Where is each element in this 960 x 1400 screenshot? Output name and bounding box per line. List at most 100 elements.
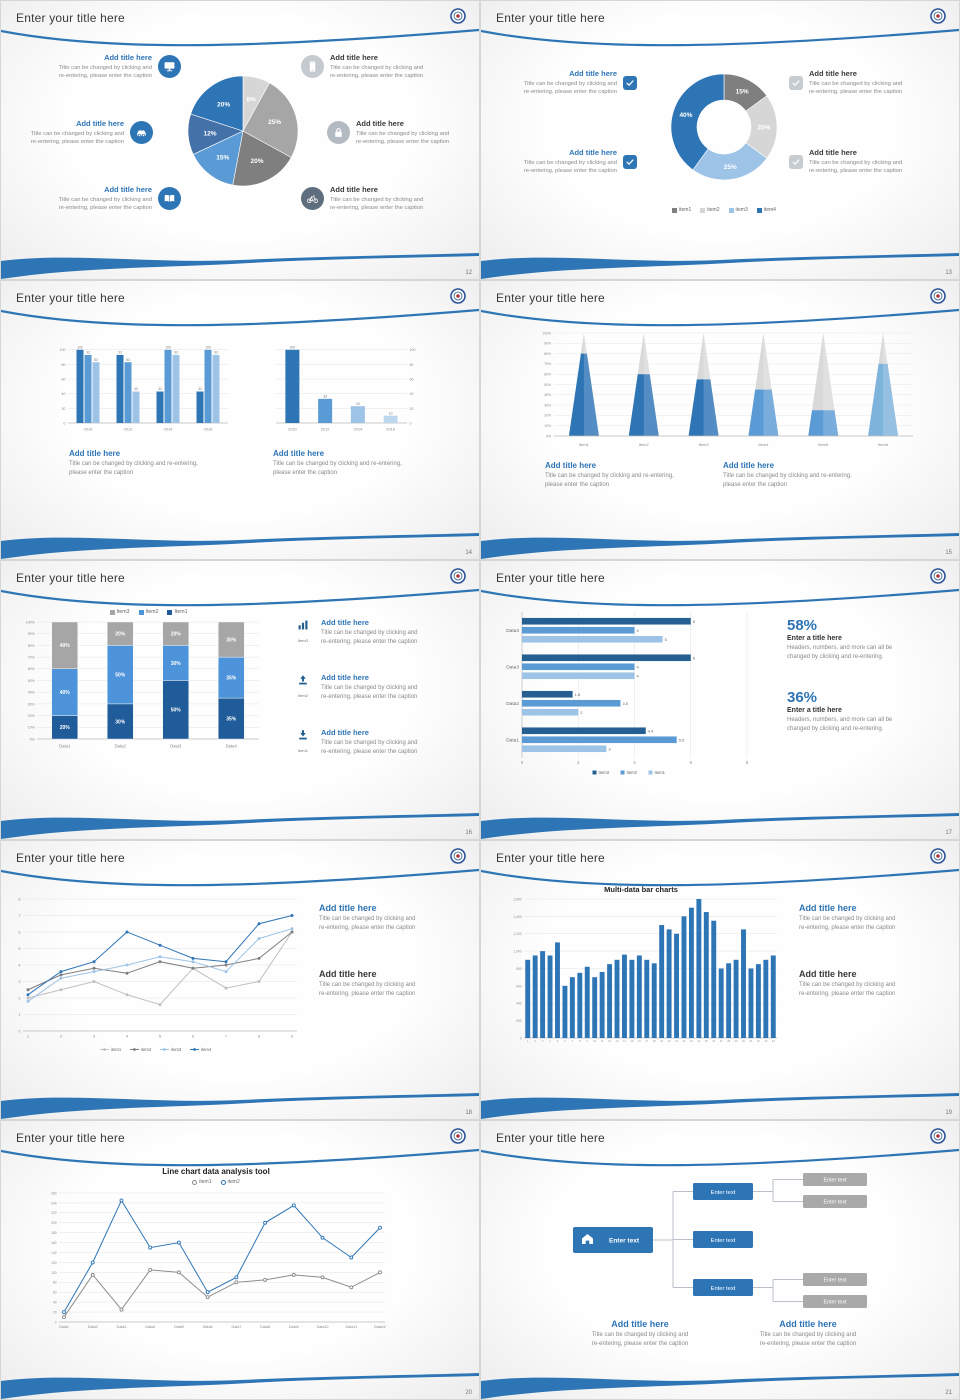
svg-text:item4: item4 <box>201 1047 212 1052</box>
callout-book: Add title here Title can be changed by cl… <box>5 185 181 213</box>
svg-text:100%: 100% <box>542 331 551 335</box>
slide-line-analysis: Enter your title here Line chart data an… <box>0 1120 480 1400</box>
svg-text:4.4: 4.4 <box>648 728 654 733</box>
page-number: 15 <box>945 550 952 556</box>
svg-text:6: 6 <box>693 655 696 660</box>
callout-text: Add title here Title can be changed by cl… <box>321 618 418 647</box>
svg-text:Data1: Data1 <box>59 744 71 749</box>
slide-stacked-bar: Enter your title here Item3 Item2 Item1 0% 1… <box>0 560 480 840</box>
callout-title: Add title here <box>723 461 775 470</box>
bottom-swoosh-decoration <box>1 813 479 839</box>
caption-line: Title can be changed by clicking and <box>759 1332 857 1338</box>
caption-line: Title can be changed by clicking and <box>330 197 424 203</box>
school-logo-icon <box>450 288 466 304</box>
caption-line: Title can be changed by clicking and re-… <box>273 461 402 467</box>
svg-text:30%: 30% <box>115 719 126 725</box>
svg-text:400: 400 <box>516 1002 522 1006</box>
org-flow-chart: Enter text Enter text Enter text Enter text… <box>573 1173 867 1308</box>
svg-text:2010: 2010 <box>288 427 297 432</box>
text-callout: Add title here Title can be changed by cl… <box>319 903 471 933</box>
svg-text:80: 80 <box>53 1281 57 1285</box>
legend-item: item4 <box>756 207 776 213</box>
svg-text:100: 100 <box>410 348 416 352</box>
svg-text:1: 1 <box>27 1034 30 1039</box>
svg-text:15%: 15% <box>736 89 749 96</box>
caption-line: re-entering, please enter the caption <box>356 139 450 146</box>
svg-text:120: 120 <box>51 1261 57 1265</box>
svg-text:10: 10 <box>389 411 393 415</box>
check-icon <box>789 154 803 169</box>
top-curve-decoration <box>481 308 959 327</box>
svg-text:Data12: Data12 <box>374 1325 386 1329</box>
bottom-swoosh-decoration <box>1 533 479 559</box>
caption-line: Title can be changed by clicking and re-… <box>545 473 674 479</box>
caption-line: re-entering, please enter the caption <box>30 139 124 146</box>
callout-title: Add title here <box>809 148 857 157</box>
chart-title: Line chart data analysis tool <box>162 1167 270 1176</box>
svg-text:Data5: Data5 <box>174 1325 184 1329</box>
svg-text:100%: 100% <box>26 620 35 624</box>
svg-text:33: 33 <box>764 1039 767 1043</box>
caption-line: Title can be changed by clicking and <box>321 630 418 636</box>
top-curve-decoration <box>481 588 959 607</box>
svg-text:2: 2 <box>534 1039 536 1043</box>
svg-text:93: 93 <box>118 351 122 355</box>
svg-text:26: 26 <box>712 1039 715 1043</box>
svg-text:Item5: Item5 <box>818 442 829 447</box>
caption-line: please enter the caption <box>69 470 134 476</box>
svg-text:6: 6 <box>192 1034 195 1039</box>
svg-text:Data3: Data3 <box>506 664 519 670</box>
caption-line: re-entering, please enter the caption <box>321 639 418 645</box>
svg-text:0: 0 <box>410 421 412 425</box>
svg-text:Data3: Data3 <box>117 1325 127 1329</box>
callout-check: Add title here Title can be changed by cl… <box>789 148 953 176</box>
svg-text:27: 27 <box>720 1039 723 1043</box>
feature-callout: Item1 Add title here Title can be changed … <box>293 728 477 757</box>
svg-text:22: 22 <box>682 1039 685 1043</box>
svg-text:32: 32 <box>757 1039 760 1043</box>
svg-text:100: 100 <box>165 345 171 349</box>
bars-icon <box>298 620 308 630</box>
caption-line: Title can be changed by clicking and <box>799 916 896 922</box>
svg-text:2016: 2016 <box>386 427 395 432</box>
callout-title: Add title here <box>321 673 369 682</box>
caption-line: changed by clicking and re-entering. <box>787 654 884 660</box>
callout-title: Add title here <box>569 69 617 78</box>
svg-text:Enter text: Enter text <box>711 1238 736 1244</box>
page-number: 20 <box>465 1390 472 1396</box>
callout-text: Add title here Title can be changed by cl… <box>491 148 617 176</box>
chart-legend: Item3 Item2 Item1 <box>56 609 241 615</box>
slide-content: 0 1 2 3 4 5 6 7 8 1 2 3 4 5 6 7 8 9 item1 item2 item3 item4 Ad… <box>1 841 479 1119</box>
svg-text:0: 0 <box>55 1320 57 1324</box>
svg-text:34: 34 <box>772 1039 775 1043</box>
page-number: 19 <box>945 1110 952 1116</box>
svg-text:93: 93 <box>214 351 218 355</box>
svg-text:8: 8 <box>746 760 749 765</box>
callout-text: Add title here Title can be changed by cl… <box>809 69 953 97</box>
legend-item: item2 <box>220 1179 240 1185</box>
caption-line: Title can be changed by clicking and <box>330 65 424 71</box>
svg-text:1.8: 1.8 <box>575 692 581 697</box>
svg-text:Item2: Item2 <box>639 442 650 447</box>
text-callout: Add title here Title can be changed by cl… <box>561 1319 719 1349</box>
svg-text:4: 4 <box>637 628 640 633</box>
svg-text:40%: 40% <box>544 393 551 397</box>
check-icon <box>623 154 637 169</box>
school-logo-icon <box>930 568 946 584</box>
svg-text:2: 2 <box>577 760 580 765</box>
svg-text:2: 2 <box>60 1034 63 1039</box>
svg-text:20: 20 <box>668 1039 671 1043</box>
callout-title: Add title here <box>809 69 857 78</box>
svg-text:1,400: 1,400 <box>514 915 522 919</box>
callout-title: Add title here <box>319 969 377 979</box>
svg-text:Item4: Item4 <box>758 442 769 447</box>
icon-label: Item2 <box>297 693 308 698</box>
svg-text:Enter text: Enter text <box>823 1200 847 1206</box>
caption-line: re-entering, please enter the caption <box>799 991 896 997</box>
svg-text:Item1: Item1 <box>579 442 590 447</box>
svg-text:60: 60 <box>410 377 414 381</box>
svg-text:8: 8 <box>258 1034 261 1039</box>
callout-title: Add title here <box>104 185 152 194</box>
